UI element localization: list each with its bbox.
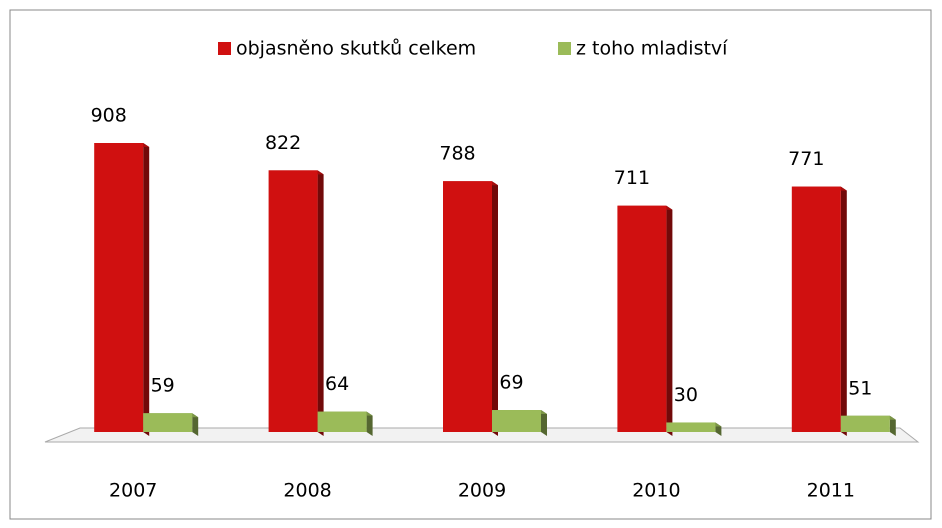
data-label: 64 — [325, 373, 349, 395]
bar — [317, 411, 373, 436]
bar-side — [492, 181, 498, 436]
data-label: 788 — [439, 143, 475, 165]
data-label: 908 — [91, 105, 127, 127]
bar-front — [94, 143, 144, 432]
legend-swatch — [218, 42, 231, 55]
x-tick-label: 2007 — [109, 480, 157, 502]
x-tick-label: 2010 — [632, 480, 680, 502]
bar-front — [666, 422, 716, 432]
bar-front — [268, 170, 318, 432]
data-label: 59 — [151, 375, 175, 397]
legend-label: objasněno skutků celkem — [236, 38, 476, 60]
bar-side — [192, 413, 199, 436]
bar-side — [317, 170, 324, 436]
legend-swatch — [558, 42, 571, 55]
x-tick-label: 2009 — [458, 480, 506, 502]
data-label: 30 — [674, 384, 698, 406]
data-label: 822 — [265, 132, 301, 154]
bar — [492, 410, 547, 436]
x-tick-label: 2011 — [807, 480, 855, 502]
bar — [840, 415, 896, 436]
x-tick-label: 2008 — [283, 480, 331, 502]
bar-side — [143, 143, 150, 436]
bar-side — [666, 205, 673, 436]
data-label: 69 — [499, 372, 523, 394]
bar — [94, 143, 150, 436]
bar-side — [840, 186, 847, 436]
bar-side — [541, 410, 547, 436]
bar — [666, 422, 722, 436]
data-label: 51 — [848, 377, 872, 399]
legend-label: z toho mladiství — [576, 38, 728, 60]
bar — [791, 186, 847, 436]
bar-front — [443, 181, 492, 432]
bar-side — [889, 415, 896, 436]
bar-front — [317, 411, 367, 432]
bar — [617, 205, 673, 436]
bar — [443, 181, 498, 436]
bar-side — [366, 411, 373, 436]
bar — [268, 170, 324, 436]
bar — [143, 413, 199, 436]
data-label: 711 — [614, 167, 650, 189]
bar-front — [143, 413, 193, 432]
bar-front — [617, 205, 667, 432]
data-label: 771 — [788, 148, 824, 170]
bar-front — [791, 186, 841, 432]
bar-front — [840, 415, 890, 432]
bar-front — [492, 410, 541, 432]
